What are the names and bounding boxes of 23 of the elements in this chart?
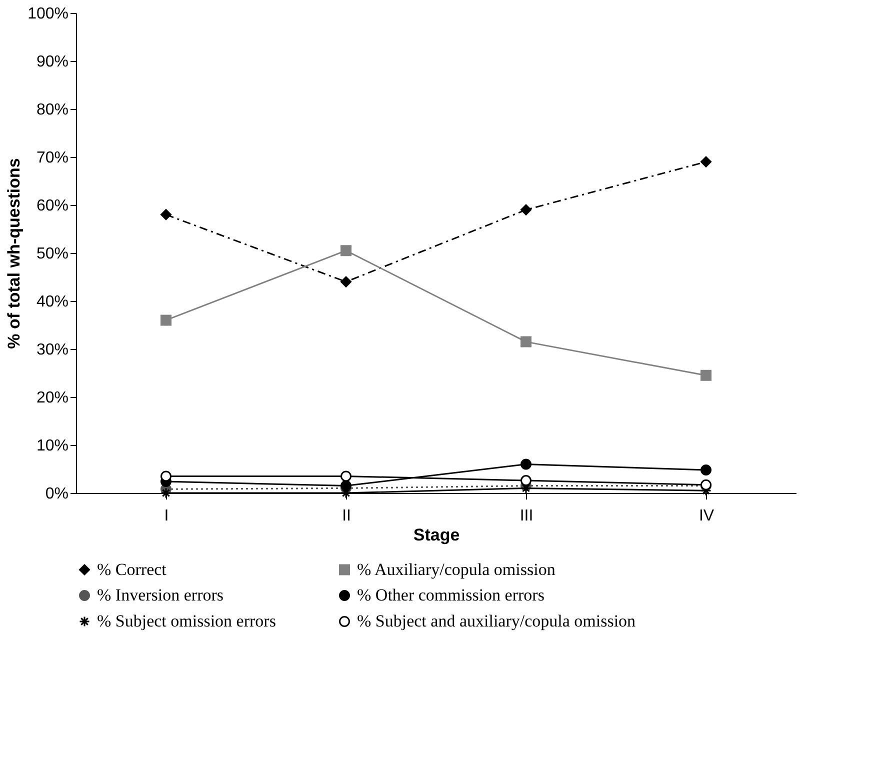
x-tick-label: II	[342, 508, 351, 524]
y-tick-label: 60%	[36, 198, 68, 214]
legend-label: % Correct	[97, 560, 167, 579]
y-tick-label: 50%	[36, 246, 68, 262]
x-tick-label: III	[520, 508, 534, 524]
x-tick-label: IV	[698, 508, 714, 524]
y-axis-title: % of total wh-questions	[4, 158, 24, 349]
y-tick-label: 40%	[36, 294, 68, 310]
legend-label: % Subject omission errors	[97, 612, 276, 630]
legend-label: % Other commission errors	[357, 586, 544, 604]
y-tick-label: 20%	[36, 390, 68, 406]
y-tick-label: 70%	[36, 150, 68, 166]
y-tick-label: 90%	[36, 54, 68, 70]
y-tick-label: 80%	[36, 102, 68, 118]
x-axis-title: Stage	[413, 526, 460, 544]
y-tick-label: 100%	[28, 6, 68, 22]
y-tick-label: 0%	[45, 486, 68, 502]
legend-label: % Auxiliary/copula omission	[357, 560, 556, 579]
y-tick-label: 10%	[36, 438, 68, 454]
y-tick-label: 30%	[36, 342, 68, 358]
x-tick-label: I	[164, 508, 169, 524]
legend-label: % Inversion errors	[97, 586, 224, 604]
legend-label: % Subject and auxiliary/copula omission	[357, 612, 636, 630]
